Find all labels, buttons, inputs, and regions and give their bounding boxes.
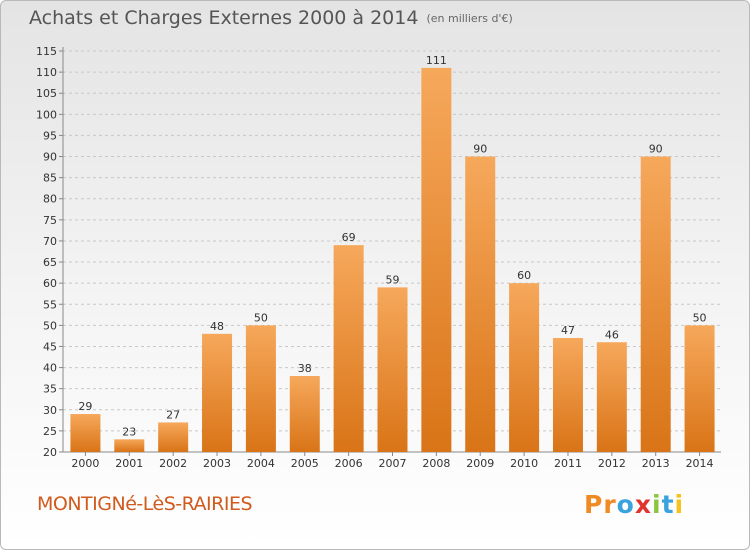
y-tick-label: 40: [43, 362, 57, 375]
x-tick-label: 2005: [291, 457, 319, 470]
y-tick-label: 50: [43, 319, 57, 332]
bar: [552, 338, 583, 452]
x-tick-label: 2007: [379, 457, 407, 470]
x-tick-label: 2011: [554, 457, 582, 470]
chart-title-text: Achats et Charges Externes 2000 à 2014: [29, 7, 419, 29]
x-tick-label: 2002: [159, 457, 187, 470]
value-label: 60: [517, 269, 531, 282]
x-tick-label: 2013: [642, 457, 670, 470]
y-tick-label: 100: [36, 108, 57, 121]
y-tick-labels: 20 25 30 35 40 45 50 55 60 65 70 75 80 85 90 95 100 105 11…: [36, 45, 57, 459]
y-tick-label: 75: [43, 214, 57, 227]
x-tick-label: 2004: [247, 457, 275, 470]
x-tick-label: 2014: [686, 457, 714, 470]
y-tick-label: 90: [43, 151, 57, 164]
x-tick-label: 2010: [510, 457, 538, 470]
y-tick-label: 60: [43, 277, 57, 290]
logo-letter: o: [616, 490, 635, 519]
proxiti-logo: Proxiti: [584, 490, 684, 519]
value-label: 50: [693, 311, 707, 324]
y-tick-label: 80: [43, 193, 57, 206]
logo-letter: t: [661, 490, 675, 519]
value-label: 38: [298, 362, 312, 375]
value-label: 69: [342, 231, 356, 244]
bar: [509, 283, 540, 452]
value-label: 48: [210, 320, 224, 333]
logo-letter: r: [603, 490, 617, 519]
bar: [289, 376, 320, 452]
logo-letter: i: [652, 490, 662, 519]
value-label: 90: [473, 143, 487, 156]
value-label: 50: [254, 311, 268, 324]
value-label: 27: [166, 408, 180, 421]
bar: [333, 245, 364, 452]
bar: [202, 333, 233, 452]
y-tick-label: 85: [43, 172, 57, 185]
bar: [377, 287, 408, 452]
value-label: 59: [386, 273, 400, 286]
bar: [640, 156, 671, 453]
bars: [70, 67, 715, 453]
x-tick-label: 2008: [422, 457, 450, 470]
x-tick-label: 2003: [203, 457, 231, 470]
value-label: 46: [605, 328, 619, 341]
y-tick-label: 110: [36, 66, 57, 79]
chart-subtitle: (en milliers d'€): [426, 12, 513, 25]
chart-title: Achats et Charges Externes 2000 à 2014 (e…: [29, 7, 513, 29]
logo-letter: P: [584, 490, 604, 519]
value-label: 90: [649, 143, 663, 156]
place-name: MONTIGNé-LèS-RAIRIES: [37, 493, 253, 515]
bar: [421, 67, 452, 452]
value-label: 111: [426, 54, 447, 67]
logo-letter: i: [674, 490, 685, 519]
y-tick-label: 95: [43, 129, 57, 142]
bar: [245, 325, 276, 452]
y-tick-label: 55: [43, 298, 57, 311]
value-label: 29: [78, 400, 92, 413]
bar: [596, 342, 627, 452]
x-tick-label: 2009: [466, 457, 494, 470]
x-tick-label: 2006: [335, 457, 363, 470]
bar: [684, 325, 715, 452]
value-label: 47: [561, 324, 575, 337]
y-tick-label: 65: [43, 256, 57, 269]
logo-letter: x: [634, 490, 652, 519]
value-labels: 29 23 27 48 50 38 69 59 111 90 60 47 46 90 50: [78, 54, 706, 438]
y-tick-label: 45: [43, 340, 57, 353]
y-tick-label: 115: [36, 45, 57, 58]
bar: [114, 439, 145, 452]
y-tick-label: 30: [43, 404, 57, 417]
bar: [158, 422, 189, 452]
bar: [465, 156, 496, 453]
x-tick-label: 2000: [71, 457, 99, 470]
x-tick-label: 2012: [598, 457, 626, 470]
bar: [70, 414, 101, 452]
value-label: 23: [122, 425, 136, 438]
y-tick-label: 105: [36, 87, 57, 100]
y-tick-label: 35: [43, 383, 57, 396]
x-tick-label: 2001: [115, 457, 143, 470]
x-tick-labels: 2000 2001 2002 2003 2004 2005 2006 2007 2008 2009…: [71, 452, 714, 470]
y-tick-label: 25: [43, 425, 57, 438]
y-tick-label: 20: [43, 446, 57, 459]
y-tick-label: 70: [43, 235, 57, 248]
